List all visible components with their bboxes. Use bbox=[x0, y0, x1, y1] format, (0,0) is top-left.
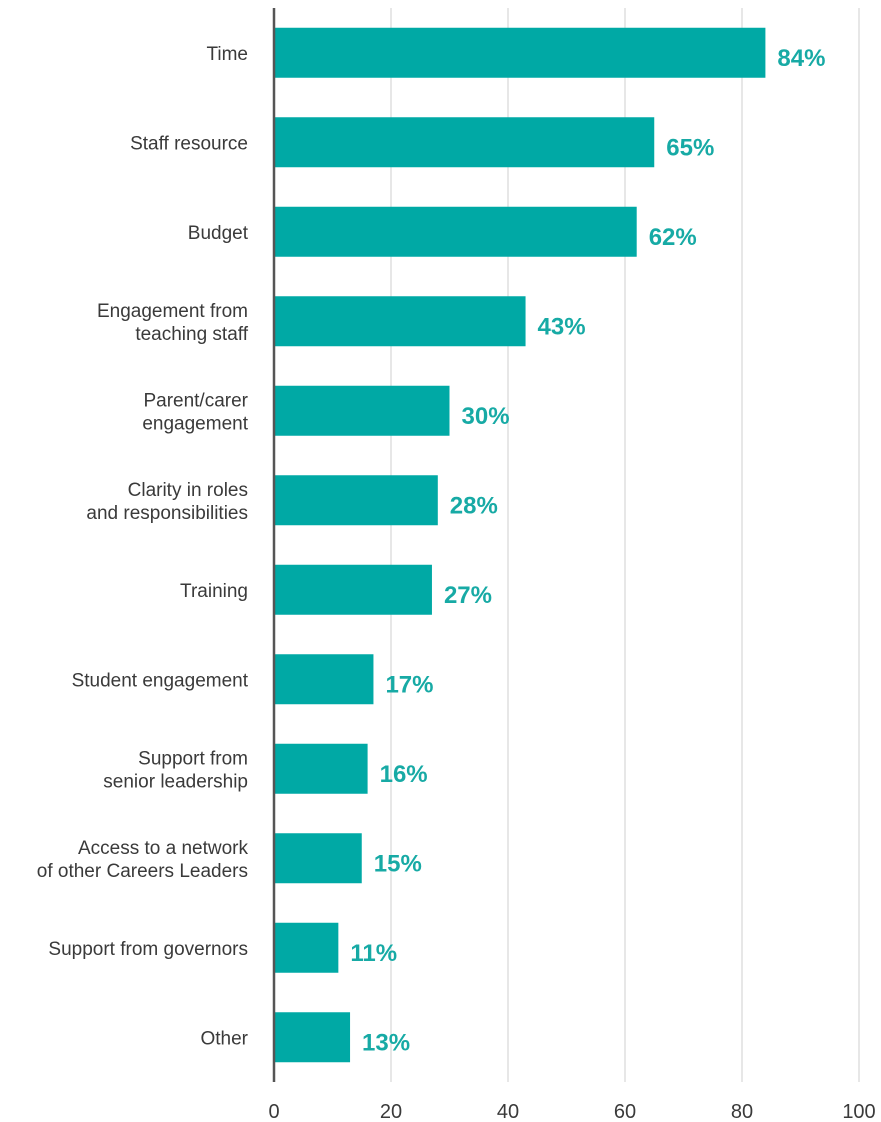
value-labels: 84% 65% 62% 43% 30% 28% 27% 17% 16% 15% 11% 13% bbox=[350, 45, 825, 1057]
data-label: 65% bbox=[666, 134, 714, 161]
bar bbox=[274, 117, 655, 168]
bar bbox=[274, 922, 339, 973]
bar bbox=[274, 206, 637, 257]
x-tick-label: 60 bbox=[614, 1101, 636, 1122]
bar bbox=[274, 654, 374, 705]
x-tick-label: 40 bbox=[497, 1101, 519, 1122]
category-label: and responsibilities bbox=[86, 503, 248, 524]
bar bbox=[274, 1012, 351, 1063]
data-label: 27% bbox=[444, 582, 492, 609]
category-label: Budget bbox=[188, 223, 249, 244]
category-label: Other bbox=[200, 1028, 248, 1049]
bar bbox=[274, 833, 362, 884]
data-label: 28% bbox=[450, 492, 498, 519]
category-label: Staff resource bbox=[130, 133, 248, 154]
category-label: Access to a network bbox=[78, 838, 249, 859]
data-label: 11% bbox=[350, 940, 397, 967]
x-tick-label: 100 bbox=[842, 1101, 875, 1122]
category-label: Training bbox=[180, 581, 248, 602]
data-label: 30% bbox=[462, 403, 510, 430]
data-label: 17% bbox=[385, 671, 433, 698]
data-label: 84% bbox=[777, 45, 825, 72]
bar bbox=[274, 385, 450, 436]
data-label: 62% bbox=[649, 224, 697, 251]
bar bbox=[274, 296, 526, 347]
category-label: Clarity in roles bbox=[128, 480, 248, 501]
category-label: teaching staff bbox=[135, 324, 248, 345]
bar bbox=[274, 475, 438, 526]
x-tick-label: 20 bbox=[380, 1101, 402, 1122]
category-labels: Time Staff resource Budget Engagement fromt… bbox=[37, 44, 249, 1050]
data-label: 16% bbox=[380, 761, 428, 788]
category-label: Support from governors bbox=[48, 939, 248, 960]
bar bbox=[274, 564, 432, 615]
category-label: senior leadership bbox=[103, 771, 248, 792]
x-tick-label: 0 bbox=[268, 1101, 279, 1122]
bars bbox=[274, 27, 766, 1063]
category-label: Time bbox=[206, 44, 248, 65]
bar bbox=[274, 27, 766, 78]
category-label: of other Careers Leaders bbox=[37, 861, 248, 882]
data-label: 15% bbox=[374, 850, 422, 877]
category-label: Support from bbox=[138, 748, 248, 769]
bar bbox=[274, 743, 368, 794]
x-axis-tick-labels: 0 20 40 60 80 100 bbox=[268, 1101, 875, 1122]
gridlines bbox=[390, 8, 860, 1082]
data-label: 13% bbox=[362, 1029, 410, 1056]
category-label: engagement bbox=[142, 413, 248, 434]
category-label: Student engagement bbox=[72, 670, 249, 691]
category-label: Parent/carer bbox=[143, 390, 248, 411]
x-tick-label: 80 bbox=[731, 1101, 753, 1122]
data-label: 43% bbox=[538, 313, 586, 340]
category-label: Engagement from bbox=[97, 301, 248, 322]
